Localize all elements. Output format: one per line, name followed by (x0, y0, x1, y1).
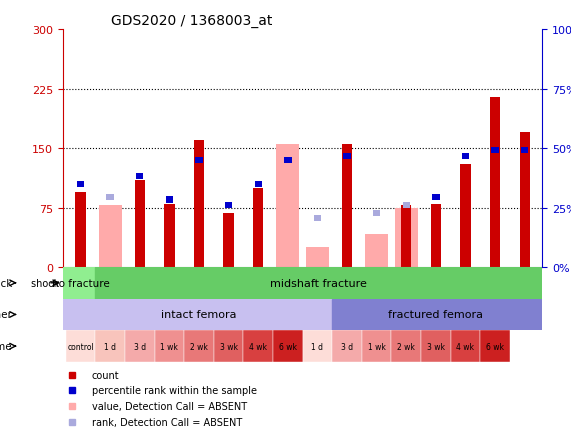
Bar (284, 158, 292, 164)
Text: 6 wk: 6 wk (486, 342, 504, 351)
Bar (490, 98, 500, 267)
Text: no fracture: no fracture (52, 278, 110, 288)
Bar (332, 331, 362, 362)
Text: 3 d: 3 d (341, 342, 353, 351)
Bar (451, 331, 480, 362)
Bar (66, 331, 95, 362)
Text: 2 wk: 2 wk (397, 342, 415, 351)
Bar (273, 331, 303, 362)
Text: rank, Detection Call = ABSENT: rank, Detection Call = ABSENT (91, 417, 242, 427)
Bar (313, 215, 321, 221)
Bar (75, 192, 86, 267)
Bar (492, 147, 499, 154)
Text: shock: shock (0, 278, 13, 288)
Bar (276, 145, 299, 267)
Bar (460, 164, 471, 267)
Bar (223, 214, 234, 267)
Text: 4 wk: 4 wk (249, 342, 267, 351)
Text: midshaft fracture: midshaft fracture (271, 278, 367, 288)
Bar (253, 188, 263, 267)
Text: control: control (67, 342, 94, 351)
Text: 1 d: 1 d (311, 342, 323, 351)
Bar (164, 204, 175, 267)
Text: 1 wk: 1 wk (368, 342, 385, 351)
Bar (63, 299, 332, 331)
Text: fractured femora: fractured femora (388, 310, 484, 320)
Bar (421, 331, 451, 362)
Bar (106, 195, 114, 201)
Bar (521, 147, 528, 154)
Bar (342, 145, 352, 267)
Text: 4 wk: 4 wk (456, 342, 475, 351)
Text: value, Detection Call = ABSENT: value, Detection Call = ABSENT (91, 401, 247, 411)
Bar (432, 195, 440, 201)
Bar (225, 203, 232, 209)
Text: 2 wk: 2 wk (190, 342, 208, 351)
Bar (401, 206, 412, 267)
Bar (392, 331, 421, 362)
Bar (99, 206, 122, 267)
Text: shock: shock (31, 278, 63, 288)
Bar (306, 247, 329, 267)
Text: 3 wk: 3 wk (427, 342, 445, 351)
Text: time: time (0, 342, 13, 351)
Bar (403, 203, 410, 209)
Bar (431, 204, 441, 267)
Bar (462, 154, 469, 160)
Bar (332, 299, 542, 331)
Bar (214, 331, 243, 362)
Text: 6 wk: 6 wk (279, 342, 297, 351)
Bar (362, 331, 392, 362)
Bar (77, 181, 85, 187)
Bar (480, 331, 510, 362)
Bar (303, 331, 332, 362)
Bar (184, 331, 214, 362)
Text: 1 wk: 1 wk (160, 342, 178, 351)
Text: other: other (0, 310, 13, 320)
Bar (255, 181, 262, 187)
Text: 3 wk: 3 wk (220, 342, 238, 351)
Bar (95, 331, 125, 362)
Bar (343, 154, 351, 160)
Text: count: count (91, 370, 119, 380)
Text: GDS2020 / 1368003_at: GDS2020 / 1368003_at (111, 14, 272, 28)
Text: intact femora: intact femora (161, 310, 237, 320)
Bar (395, 208, 417, 267)
Bar (136, 173, 143, 180)
Text: 3 d: 3 d (134, 342, 146, 351)
Bar (63, 267, 95, 299)
Bar (520, 133, 530, 267)
Bar (365, 234, 388, 267)
Text: percentile rank within the sample: percentile rank within the sample (91, 385, 256, 395)
Bar (155, 331, 184, 362)
Bar (243, 331, 273, 362)
Bar (373, 210, 380, 217)
Bar (195, 158, 203, 164)
Bar (125, 331, 155, 362)
Bar (166, 197, 173, 204)
Bar (135, 181, 145, 267)
Bar (194, 141, 204, 267)
Text: 1 d: 1 d (104, 342, 116, 351)
